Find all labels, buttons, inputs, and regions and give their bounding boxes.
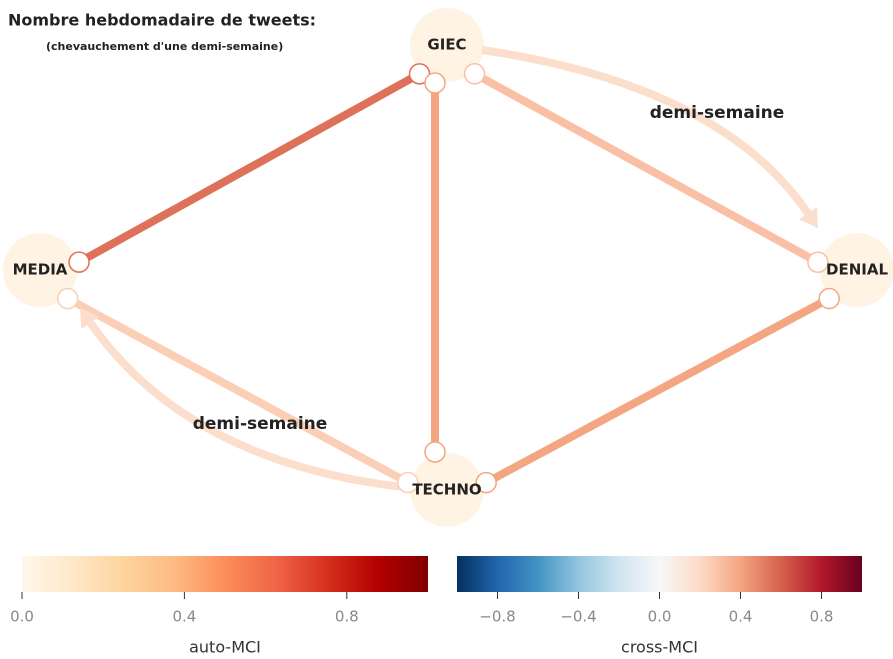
link-end bbox=[818, 287, 840, 310]
node-label: TECHNO bbox=[412, 481, 481, 499]
colorbar-tick-label: 0.0 bbox=[10, 608, 34, 626]
node bbox=[410, 453, 484, 527]
node bbox=[820, 233, 893, 307]
title: Nombre hebdomadaire de tweets: bbox=[8, 11, 316, 30]
node bbox=[410, 8, 484, 82]
link-end bbox=[463, 63, 486, 85]
lagged-link bbox=[481, 46, 812, 216]
link-end bbox=[424, 72, 446, 94]
colorbar-tick-label: 0.8 bbox=[335, 608, 359, 626]
colorbar-label: cross-MCI bbox=[621, 638, 698, 657]
node-label: DENIAL bbox=[826, 261, 888, 279]
colorbar-tick-label: 0.8 bbox=[810, 608, 834, 626]
link-end bbox=[475, 471, 497, 494]
link-end bbox=[56, 287, 79, 310]
nodes bbox=[3, 8, 893, 527]
subtitle: (chevauchement d'une demi-semaine) bbox=[46, 40, 283, 53]
link bbox=[65, 295, 410, 487]
link bbox=[77, 70, 422, 266]
link bbox=[484, 295, 832, 487]
node-label: MEDIA bbox=[13, 261, 68, 279]
arrow-head bbox=[798, 206, 818, 228]
link-ends bbox=[56, 63, 840, 494]
colorbar-tick-label: 0.0 bbox=[648, 608, 672, 626]
arrow-head bbox=[80, 308, 100, 330]
lagged-link-label: demi-semaine bbox=[650, 103, 785, 123]
link-end bbox=[68, 251, 90, 273]
colorbar-label: auto-MCI bbox=[189, 638, 261, 657]
link bbox=[472, 70, 820, 266]
colorbar-tick-label: −0.8 bbox=[479, 608, 515, 626]
links bbox=[65, 46, 832, 492]
node bbox=[3, 233, 77, 307]
lagged-link-label: demi-semaine bbox=[193, 414, 328, 434]
link-end bbox=[397, 471, 419, 494]
link-end bbox=[807, 251, 829, 273]
colorbar-tick-label: 0.4 bbox=[729, 608, 753, 626]
link-end bbox=[424, 441, 446, 463]
colorbar-tick-label: −0.4 bbox=[560, 608, 596, 626]
colorbar bbox=[22, 556, 428, 592]
node-label: GIEC bbox=[427, 36, 466, 54]
colorbar-tick-label: 0.4 bbox=[172, 608, 196, 626]
lagged-link bbox=[87, 320, 413, 492]
colorbar bbox=[457, 556, 862, 592]
